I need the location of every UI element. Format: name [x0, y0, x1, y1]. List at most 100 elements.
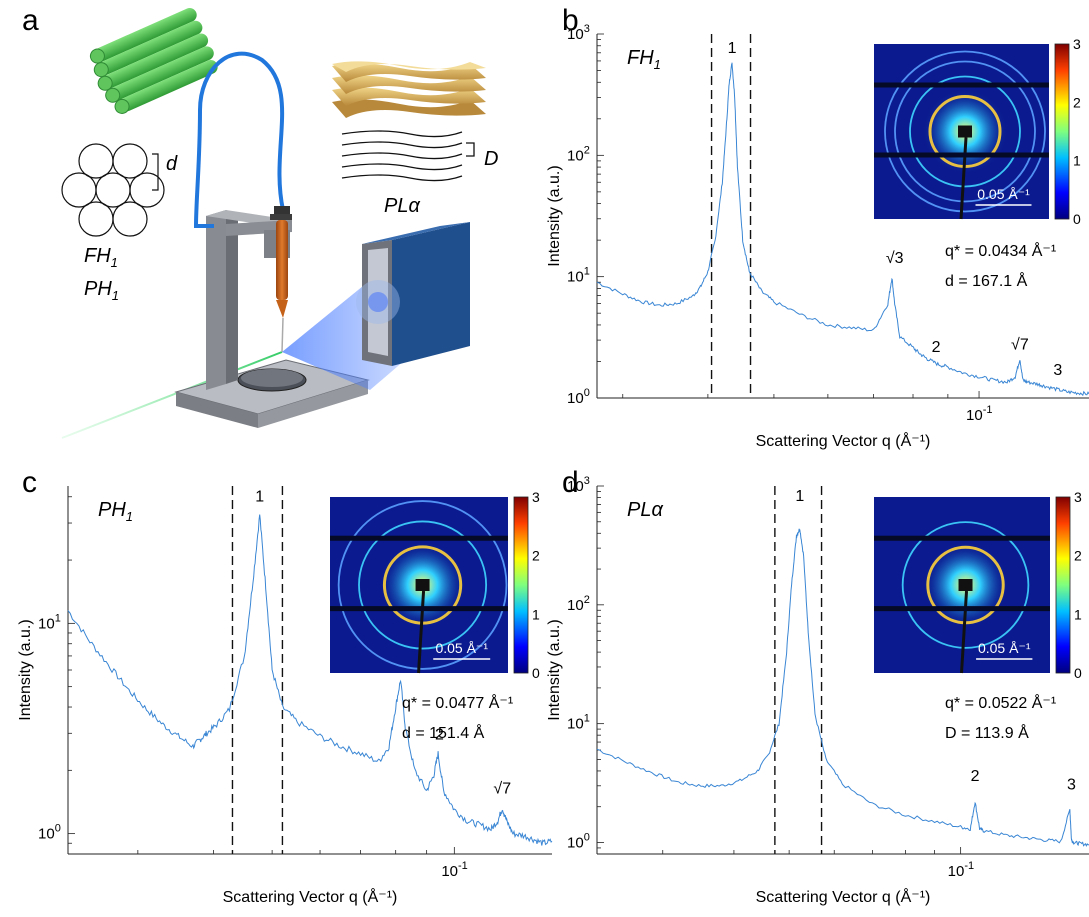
y-tick-label: 100 — [567, 387, 590, 407]
peak-label: √3 — [886, 250, 904, 267]
q-star-annotation: q* = 0.0522 Å⁻¹ — [945, 693, 1056, 712]
lamellar-sheets-illustration — [332, 61, 486, 118]
x-tick-exponent: -1 — [964, 860, 974, 872]
peak-label: 1 — [255, 488, 264, 505]
peak-label: √7 — [1011, 337, 1029, 354]
peak-label: 2 — [932, 339, 941, 356]
colorbar-tick-label: 2 — [1074, 548, 1082, 564]
x-axis-title: Scattering Vector q (Å⁻¹) — [756, 887, 931, 906]
y-tick-base: 10 — [38, 826, 55, 843]
pla-label: PLα — [384, 195, 420, 217]
x-axis-title: Scattering Vector q (Å⁻¹) — [756, 431, 931, 450]
x-tick-label: 10-1 — [966, 404, 992, 424]
y-tick-base: 10 — [567, 147, 584, 164]
x-axis-title: Scattering Vector q (Å⁻¹) — [223, 887, 398, 906]
y-tick-exponent: 3 — [584, 23, 590, 35]
d-spacing-annotation: d = 151.4 Å — [402, 723, 485, 742]
inset-colorbar — [1055, 496, 1071, 674]
colorbar-tick-label: 1 — [1073, 153, 1081, 169]
y-tick-label: 100 — [567, 831, 590, 851]
peak-label: 3 — [1053, 362, 1062, 379]
panel-letter-a: a — [22, 4, 39, 37]
panel-title-main: PLα — [627, 499, 663, 521]
fiber-bundle-illustration — [89, 7, 218, 114]
colorbar-tick-label: 2 — [532, 548, 540, 564]
x-tick-label: 10-1 — [441, 860, 467, 880]
panel-letter-c: c — [22, 466, 37, 499]
y-tick-base: 10 — [567, 716, 584, 733]
inset-detector-gap — [874, 606, 1050, 612]
peak-label: 1 — [795, 488, 804, 505]
x-tick-base: 10 — [441, 863, 458, 880]
inset-beamstop — [958, 579, 973, 591]
x-tick-exponent: -1 — [458, 860, 468, 872]
inset-colorbar — [1054, 43, 1070, 220]
colorbar-tick-label: 1 — [1074, 606, 1082, 622]
colorbar-tick-label: 2 — [1073, 94, 1081, 110]
q-star-annotation: q* = 0.0477 Å⁻¹ — [402, 693, 513, 712]
y-tick-exponent: 1 — [584, 266, 590, 278]
inset-scattering-ring — [337, 500, 508, 670]
y-tick-label: 101 — [567, 266, 590, 286]
y-tick-base: 10 — [567, 478, 584, 495]
panel-title-sub: 1 — [654, 57, 661, 72]
panel-letter-b: b — [562, 4, 579, 37]
panel-title: PLα — [627, 499, 663, 521]
colorbar-tick-label: 0 — [1073, 211, 1081, 227]
inset-scale-label: 0.05 Å⁻¹ — [977, 186, 1030, 202]
peak-label: 2 — [971, 768, 980, 785]
inset-detector-gap — [874, 82, 1049, 88]
y-tick-label: 101 — [567, 713, 590, 733]
peak-label: 1 — [728, 40, 737, 57]
fh1-label: FH1 — [84, 245, 118, 270]
panel-title-main: PH — [98, 499, 126, 521]
inset-beamstop-arm — [960, 590, 969, 674]
y-tick-label: 102 — [567, 594, 590, 614]
panel-letter-d: d — [562, 466, 579, 499]
peak-label: √7 — [493, 781, 511, 798]
inset-scattering-ring — [894, 60, 1036, 203]
x-tick-base: 10 — [966, 407, 983, 424]
y-tick-label: 100 — [38, 823, 61, 843]
peak-label: 3 — [1067, 776, 1076, 793]
detector-illustration — [356, 222, 470, 366]
y-axis-title: Intensity (a.u.) — [17, 619, 34, 720]
y-tick-label: 102 — [567, 144, 590, 164]
panel-title: PH1 — [98, 499, 133, 524]
inset-beamstop — [415, 579, 430, 591]
inset-scale-label: 0.05 Å⁻¹ — [435, 640, 488, 656]
tubing — [193, 51, 285, 228]
intensity-curve — [596, 528, 1089, 847]
y-tick-exponent: 0 — [584, 831, 590, 843]
colorbar-tick-label: 3 — [532, 489, 540, 505]
inset-detector-gap — [330, 535, 508, 541]
y-tick-exponent: 3 — [584, 475, 590, 487]
y-tick-label: 103 — [567, 23, 590, 43]
d-spacing-annotation: d = 167.1 Å — [945, 271, 1028, 290]
y-tick-base: 10 — [38, 615, 55, 632]
y-tick-exponent: 1 — [55, 612, 61, 624]
y-tick-base: 10 — [567, 269, 584, 286]
incident-beam — [61, 351, 283, 439]
big-d-spacing-label: D — [484, 148, 498, 170]
x-tick-label: 10-1 — [948, 860, 974, 880]
y-tick-exponent: 0 — [584, 387, 590, 399]
intensity-curve — [596, 62, 1089, 397]
inset-scattering-ring — [358, 520, 488, 650]
inset-beamstop-arm — [417, 590, 426, 674]
y-tick-exponent: 2 — [584, 594, 590, 606]
colorbar-tick-label: 3 — [1073, 36, 1081, 52]
intensity-curve — [67, 514, 553, 846]
lamellar-lines-diagram — [341, 130, 475, 182]
panel-title-main: FH — [627, 47, 654, 69]
colorbar-tick-label: 1 — [532, 606, 540, 622]
y-tick-exponent: 1 — [584, 713, 590, 725]
hexagonal-packing-diagram — [61, 143, 165, 237]
inset-colorbar — [513, 496, 529, 674]
inset-scattering-ring — [909, 75, 1021, 188]
inset-detector-gap — [874, 535, 1050, 541]
y-tick-exponent: 0 — [55, 823, 61, 835]
